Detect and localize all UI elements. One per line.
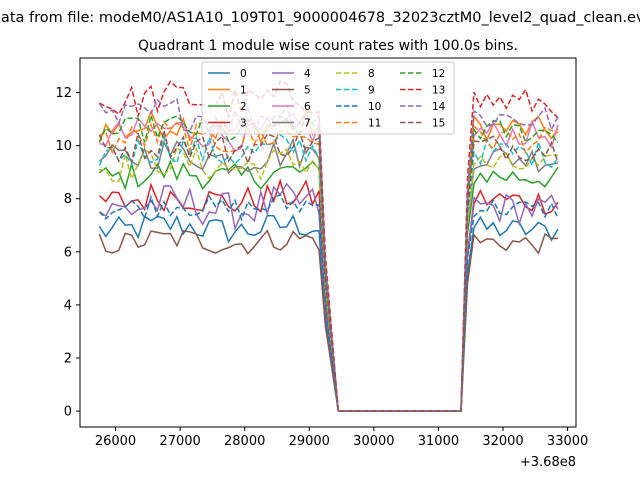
figure-suptitle: Data from file: modeM0/AS1A10_109T01_900…	[0, 10, 640, 26]
legend-label-12: 12	[432, 68, 445, 80]
legend-label-8: 8	[368, 68, 375, 80]
y-tick-label: 4	[64, 298, 72, 313]
x-tick-label: 26000	[95, 434, 136, 449]
y-tick-label: 10	[55, 139, 72, 154]
x-tick-label: 31000	[418, 434, 459, 449]
legend-label-15: 15	[432, 118, 445, 130]
legend-label-14: 14	[432, 101, 446, 113]
y-tick-label: 0	[64, 405, 72, 420]
series-line-5	[98, 229, 558, 412]
legend-label-6: 6	[304, 101, 311, 113]
series-layer	[98, 80, 559, 412]
x-tick-label: 33000	[547, 434, 588, 449]
legend-label-7: 7	[304, 118, 311, 130]
legend-label-3: 3	[240, 118, 247, 130]
series-line-14	[98, 97, 559, 412]
legend-label-13: 13	[432, 85, 445, 97]
series-line-10	[98, 193, 559, 412]
legend-label-4: 4	[304, 68, 311, 80]
legend-label-10: 10	[368, 101, 381, 113]
chart-title: Quadrant 1 module wise count rates with …	[138, 38, 518, 54]
x-tick-label: 30000	[353, 434, 394, 449]
x-tick-label: 27000	[159, 434, 200, 449]
x-offset-text: +3.68e8	[520, 455, 576, 470]
legend-label-0: 0	[240, 68, 247, 80]
legend-box	[201, 61, 455, 135]
y-tick-label: 2	[64, 351, 72, 366]
plot-frame	[79, 57, 577, 428]
y-tick-label: 6	[64, 245, 72, 260]
legend-label-9: 9	[368, 85, 375, 97]
y-tick-label: 12	[55, 86, 72, 101]
axis-ticks: 26000 27000 28000 29000 30000 31000 32000 33000…	[55, 86, 588, 449]
x-tick-label: 28000	[224, 434, 265, 449]
legend-label-5: 5	[304, 85, 311, 97]
legend-label-2: 2	[240, 101, 247, 113]
series-line-15	[98, 129, 559, 412]
x-tick-label: 32000	[482, 434, 523, 449]
legend-label-11: 11	[368, 118, 381, 130]
x-tick-label: 29000	[289, 434, 330, 449]
series-line-4	[98, 182, 559, 412]
legend-label-1: 1	[240, 85, 247, 97]
y-tick-label: 8	[64, 192, 72, 207]
series-line-13	[99, 80, 559, 412]
